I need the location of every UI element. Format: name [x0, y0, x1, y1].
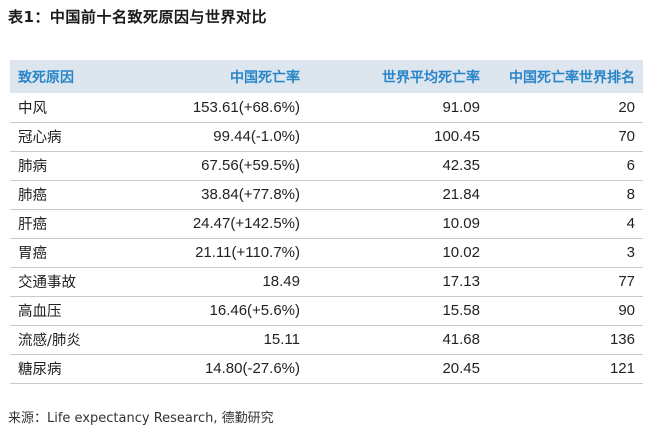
world-rate-cell: 10.09 [442, 215, 480, 232]
china-rank-cell: 6 [626, 157, 635, 174]
table-title: 表1：中国前十名致死原因与世界对比 [8, 8, 267, 26]
table-row: 交通事故 18.49 17.13 77 [10, 267, 643, 296]
china-rank-cell: 3 [626, 244, 635, 261]
table-row: 冠心病 99.44(-1.0%) 100.45 70 [10, 122, 643, 151]
table-row: 高血压 16.46(+5.6%) 15.58 90 [10, 296, 643, 325]
cause-cell: 高血压 [18, 304, 62, 320]
cause-cell: 中风 [18, 100, 47, 117]
china-rate-cell: 24.47(+142.5%) [192, 215, 300, 232]
china-rate-cell: 18.49 [262, 273, 300, 290]
world-rate-cell: 20.45 [442, 360, 480, 377]
china-rank-cell: 121 [609, 360, 635, 377]
header-cause: 致死原因 [18, 69, 74, 86]
cause-cell: 糖尿病 [18, 362, 62, 378]
world-rate-cell: 41.68 [442, 331, 480, 348]
china-rate-cell: 21.11(+110.7%) [195, 244, 300, 261]
china-rank-cell: 70 [618, 128, 635, 145]
cause-cell: 交通事故 [18, 275, 76, 291]
china-rate-cell: 67.56(+59.5%) [201, 157, 300, 174]
china-rate-cell: 14.80(-27.6%) [204, 360, 300, 377]
data-table: 致死原因 中国死亡率 世界平均死亡率 中国死亡率世界排名 中风 153.61(+6… [10, 60, 643, 384]
world-rate-cell: 91.09 [442, 98, 480, 116]
china-rate-cell: 99.44(-1.0%) [213, 128, 300, 145]
table-row: 糖尿病 14.80(-27.6%) 20.45 121 [10, 354, 643, 383]
china-rate-cell: 15.11 [263, 331, 300, 348]
china-rank-cell: 8 [626, 186, 635, 203]
header-world-rate: 世界平均死亡率 [382, 69, 480, 86]
world-rate-cell: 15.58 [442, 302, 480, 319]
cause-cell: 流感/肺炎 [18, 333, 81, 349]
world-rate-cell: 17.13 [442, 273, 480, 290]
table-row: 流感/肺炎 15.11 41.68 136 [10, 325, 643, 354]
world-rate-cell: 10.02 [442, 244, 480, 261]
cause-cell: 肺病 [18, 159, 47, 175]
world-rate-cell: 21.84 [442, 186, 480, 203]
cause-cell: 肺癌 [18, 188, 47, 204]
table-row: 肺癌 38.84(+77.8%) 21.84 8 [10, 180, 643, 209]
china-rank-cell: 90 [618, 302, 635, 319]
header-china-rate: 中国死亡率 [230, 69, 300, 86]
china-rate-cell: 153.61(+68.6%) [192, 98, 300, 116]
table-row: 肺病 67.56(+59.5%) 42.35 6 [10, 151, 643, 180]
china-rate-cell: 38.84(+77.8%) [201, 186, 300, 203]
table-row: 胃癌 21.11(+110.7%) 10.02 3 [10, 238, 643, 267]
table-body: 中风 153.61(+68.6%) 91.09 20 冠心病 99.44(-1.0%) 10… [10, 93, 643, 383]
china-rank-cell: 136 [609, 331, 635, 348]
world-rate-cell: 100.45 [434, 128, 480, 145]
table-row: 中风 153.61(+68.6%) 91.09 20 [10, 93, 643, 122]
data-table-container: 致死原因 中国死亡率 世界平均死亡率 中国死亡率世界排名 中风 153.61(+6… [10, 60, 643, 384]
china-rank-cell: 77 [618, 273, 635, 290]
table-header-row: 致死原因 中国死亡率 世界平均死亡率 中国死亡率世界排名 [10, 60, 643, 93]
china-rank-cell: 20 [618, 98, 635, 116]
source-note: 来源：Life expectancy Research, 德勤研究 [8, 411, 274, 426]
china-rate-cell: 16.46(+5.6%) [209, 302, 300, 319]
cause-cell: 胃癌 [18, 246, 47, 262]
table-row: 肝癌 24.47(+142.5%) 10.09 4 [10, 209, 643, 238]
table-header: 致死原因 中国死亡率 世界平均死亡率 中国死亡率世界排名 [10, 60, 643, 93]
cause-cell: 肝癌 [18, 217, 47, 233]
header-china-rank: 中国死亡率世界排名 [509, 69, 635, 86]
world-rate-cell: 42.35 [442, 157, 480, 174]
china-rank-cell: 4 [626, 215, 635, 232]
cause-cell: 冠心病 [18, 130, 62, 146]
